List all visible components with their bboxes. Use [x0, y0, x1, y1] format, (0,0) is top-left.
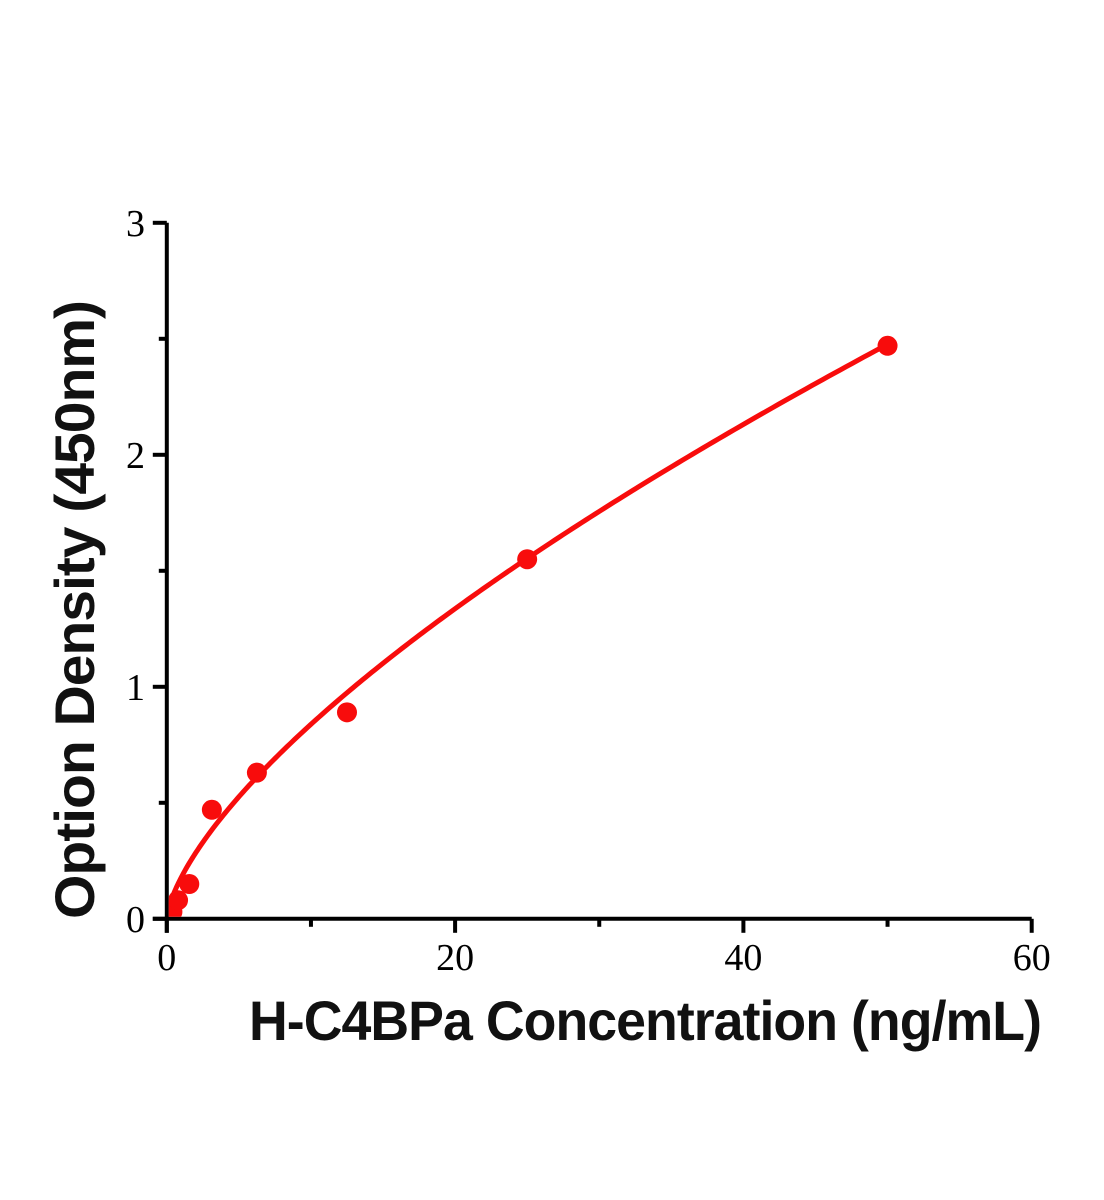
tick-label-layer: 0 20 40 60 0 1 2 3: [126, 203, 1051, 979]
data-points-group: [168, 335, 898, 917]
data-point: [517, 549, 538, 570]
tick-layer: [152, 220, 1034, 933]
x-tick-label: 40: [724, 937, 762, 979]
x-tick-label: 20: [436, 937, 474, 979]
data-point: [877, 335, 898, 356]
y-axis-title: Option Density (450nm): [43, 301, 106, 919]
data-point: [336, 702, 357, 723]
series-layer: [168, 335, 898, 917]
x-axis-title: H-C4BPa Concentration (ng/mL): [249, 989, 1041, 1052]
y-tick-label: 1: [126, 667, 145, 709]
data-point: [246, 762, 267, 783]
x-tick-label: 60: [1013, 937, 1051, 979]
y-tick-label: 0: [126, 899, 145, 941]
data-point: [168, 890, 189, 911]
axes-layer: [152, 222, 1032, 933]
x-tick-label: 0: [157, 937, 176, 979]
y-tick-label: 2: [126, 435, 145, 477]
data-point: [179, 874, 200, 894]
data-point: [201, 799, 222, 820]
fit-curve-path: [168, 341, 891, 917]
y-tick-label: 3: [126, 203, 145, 245]
